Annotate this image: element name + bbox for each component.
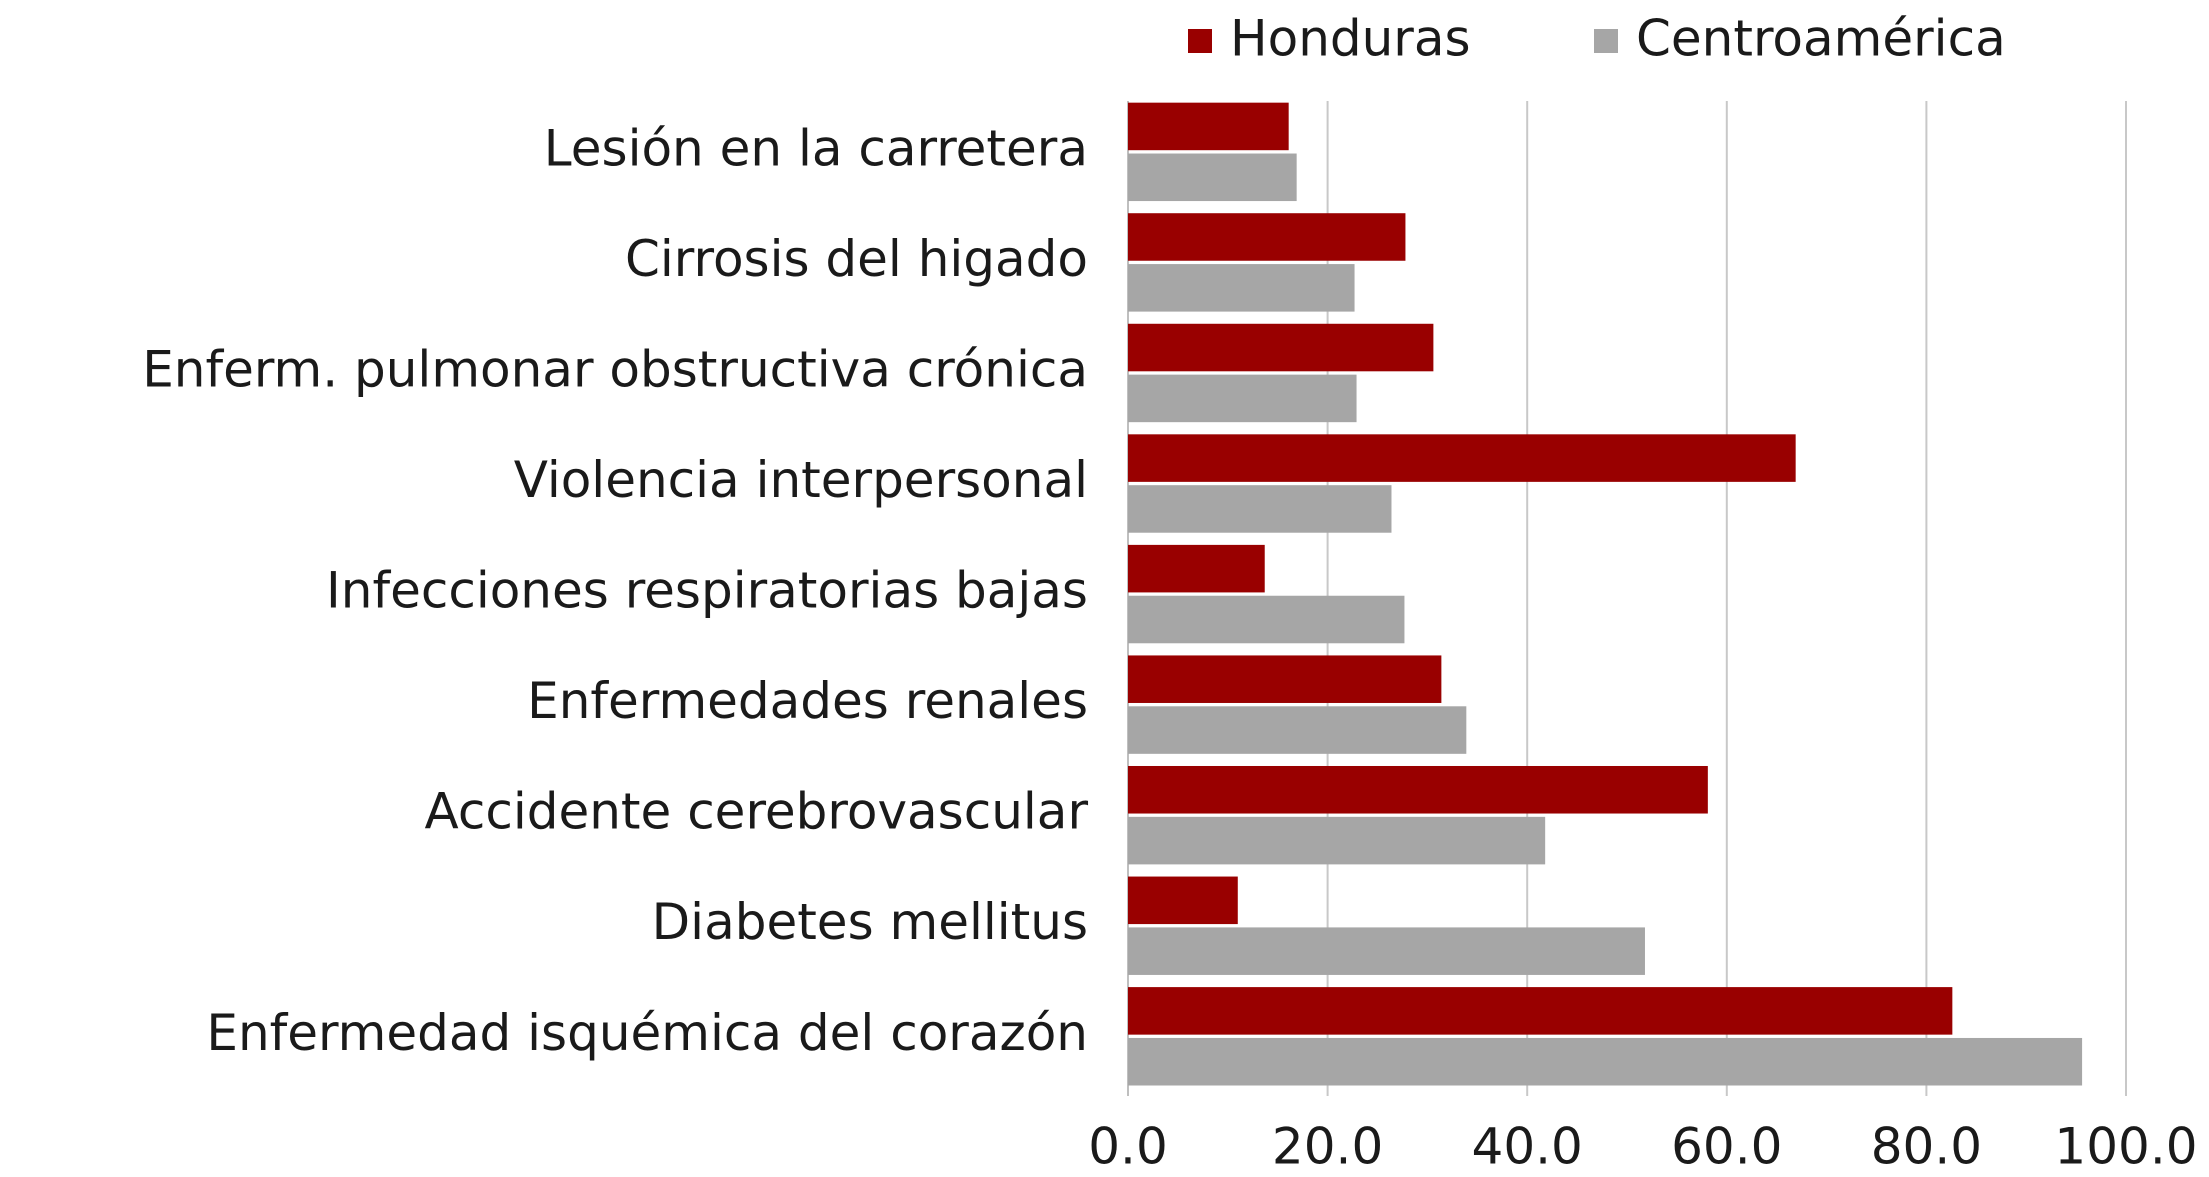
bar bbox=[1128, 102, 1289, 151]
category-label: Infecciones respiratorias bajas bbox=[326, 562, 1088, 620]
legend-swatch bbox=[1594, 29, 1618, 53]
bar bbox=[1128, 706, 1467, 754]
legend-label: Honduras bbox=[1230, 10, 1471, 68]
bar bbox=[1128, 816, 1546, 865]
bar bbox=[1128, 876, 1238, 925]
bar bbox=[1128, 595, 1405, 644]
bar bbox=[1128, 153, 1297, 202]
x-tick-label: 20.0 bbox=[1272, 1118, 1383, 1176]
bar bbox=[1128, 374, 1357, 423]
bar bbox=[1128, 434, 1796, 482]
bar bbox=[1128, 655, 1442, 703]
x-tick-label: 80.0 bbox=[1871, 1118, 1982, 1176]
category-label: Violencia interpersonal bbox=[514, 451, 1088, 509]
bar bbox=[1128, 323, 1434, 372]
category-label: Diabetes mellitus bbox=[652, 893, 1088, 951]
x-tick-label: 60.0 bbox=[1671, 1118, 1782, 1176]
category-label: Accidente cerebrovascular bbox=[425, 783, 1089, 841]
bar bbox=[1128, 544, 1265, 593]
bar bbox=[1128, 927, 1645, 975]
category-label: Enferm. pulmonar obstructiva crónica bbox=[142, 340, 1088, 398]
bar bbox=[1128, 765, 1708, 814]
category-label: Enfermedad isquémica del corazón bbox=[206, 1004, 1088, 1062]
category-label: Cirrosis del higado bbox=[625, 230, 1088, 288]
x-tick-label: 100.0 bbox=[2054, 1118, 2197, 1176]
bar bbox=[1128, 213, 1406, 261]
bar bbox=[1128, 1037, 2083, 1086]
bar bbox=[1128, 485, 1392, 533]
category-label: Lesión en la carretera bbox=[544, 119, 1088, 177]
bar bbox=[1128, 987, 1953, 1035]
x-tick-label: 0.0 bbox=[1088, 1118, 1168, 1176]
bar bbox=[1128, 264, 1355, 312]
x-tick-label: 40.0 bbox=[1472, 1118, 1583, 1176]
legend-swatch bbox=[1188, 29, 1212, 53]
legend-label: Centroamérica bbox=[1636, 10, 2006, 68]
category-label: Enfermedades renales bbox=[527, 672, 1088, 730]
